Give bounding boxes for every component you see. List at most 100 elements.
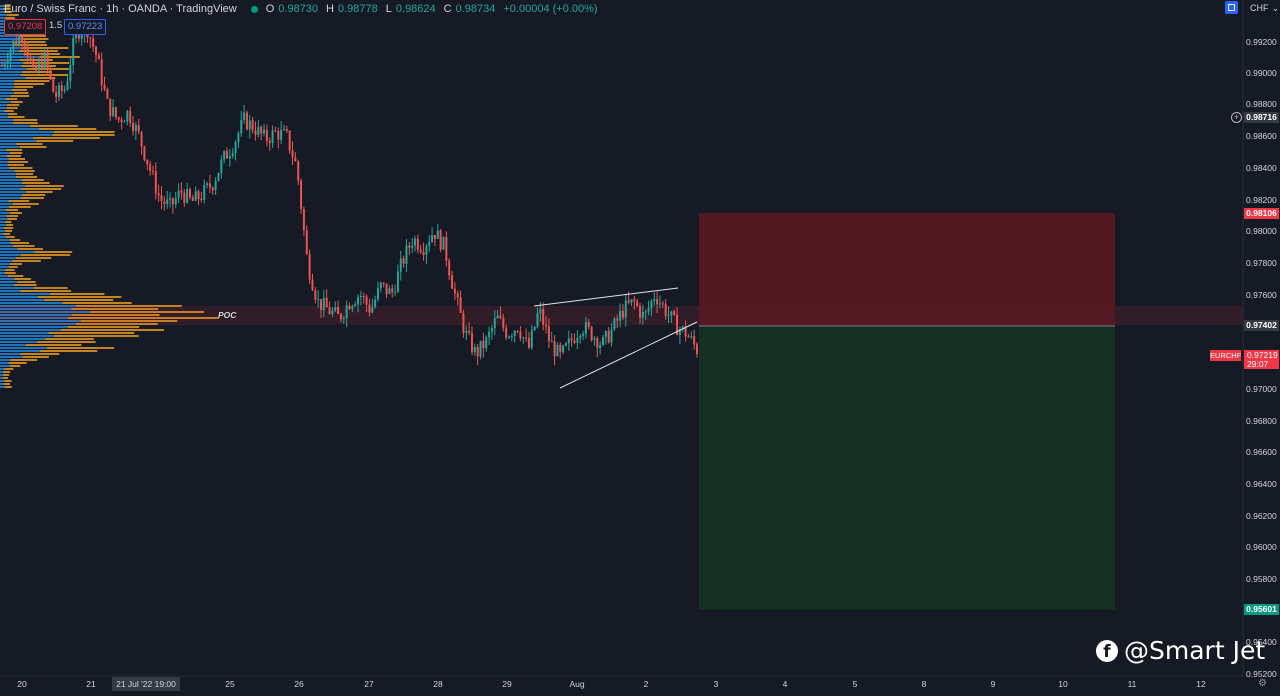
volume-profile-down-bar [7, 104, 20, 106]
volume-profile-down-bar [4, 368, 14, 370]
fullscreen-icon[interactable] [1225, 1, 1238, 14]
time-axis-label: 8 [921, 679, 927, 689]
volume-profile-down-bar [4, 11, 12, 13]
time-axis-label: 10 [1058, 679, 1068, 689]
candle-body [425, 246, 428, 255]
volume-profile-up-bar [0, 35, 20, 37]
candle-body [97, 55, 100, 60]
sell-price-button[interactable]: 0.97208 [4, 19, 47, 35]
plus-icon[interactable]: + [1231, 112, 1242, 123]
volume-profile-up-bar [0, 56, 40, 58]
candle-body [63, 89, 66, 92]
candle-body [505, 327, 508, 338]
candle-body [550, 341, 553, 343]
candle-body [422, 251, 425, 255]
volume-profile-up-bar [0, 11, 5, 13]
volume-profile-up-bar [0, 152, 11, 154]
candle-body [171, 198, 174, 205]
volume-profile-up-bar [0, 137, 33, 139]
candle-body [405, 245, 408, 264]
candle-body [294, 157, 297, 162]
volume-profile-up-bar [0, 251, 35, 253]
candle-body [587, 322, 590, 327]
volume-profile-down-bar [9, 212, 22, 214]
candle-body [593, 338, 596, 341]
wedge-upper-line[interactable] [533, 287, 679, 307]
volume-profile-down-bar [46, 347, 115, 349]
volume-profile-up-bar [0, 38, 24, 40]
candle-body [169, 198, 172, 200]
volume-profile-up-bar [0, 338, 45, 340]
candle-body [362, 296, 365, 298]
currency-select[interactable]: CHF ⌄ [1250, 2, 1279, 14]
buy-price-button[interactable]: 0.97223 [64, 19, 107, 35]
price-axis-label: 0.97600 [1246, 290, 1277, 300]
volume-profile-down-bar [76, 305, 182, 307]
candle-body [658, 303, 661, 305]
stop-loss-zone[interactable] [699, 213, 1115, 326]
volume-profile-down-bar [25, 77, 56, 79]
candle-body [616, 318, 619, 321]
volume-profile-up-bar [0, 158, 9, 160]
time-axis-label: 2 [643, 679, 649, 689]
candle-body [302, 208, 305, 231]
volume-profile-up-bar [0, 275, 8, 277]
candle-body [197, 191, 200, 200]
volume-profile-down-bar [6, 215, 19, 217]
volume-profile-down-bar [3, 8, 11, 10]
low-value: 0.98624 [395, 3, 436, 15]
volume-profile-up-bar [0, 380, 5, 382]
candle-body [476, 346, 479, 357]
volume-profile-up-bar [0, 374, 4, 376]
candle-body [385, 283, 388, 294]
candle-body [214, 180, 217, 191]
volume-profile-down-bar [5, 17, 15, 19]
volume-profile-up-bar [0, 197, 21, 199]
volume-profile-up-bar [0, 167, 10, 169]
candle-body [280, 129, 283, 140]
candle-body [38, 61, 41, 71]
take-profit-zone[interactable] [699, 326, 1115, 610]
volume-profile-up-bar [0, 302, 63, 304]
candle-body [513, 330, 516, 337]
volume-profile-down-bar [10, 242, 30, 244]
volume-profile-up-bar [0, 278, 15, 280]
volume-profile-down-bar [20, 197, 44, 199]
candle-body [499, 315, 502, 319]
volume-profile-up-bar [0, 293, 51, 295]
gear-icon[interactable]: ⚙ [1258, 678, 1267, 689]
volume-profile-down-bar [8, 362, 27, 364]
time-axis-label: 28 [433, 679, 443, 689]
candle-body [15, 40, 18, 45]
volume-profile-up-bar [0, 284, 15, 286]
candle-body [382, 282, 385, 284]
volume-profile-down-bar [5, 269, 15, 271]
volume-profile-down-bar [10, 95, 30, 97]
time-axis-label: 9 [990, 679, 996, 689]
candle-body [485, 337, 488, 349]
candle-body [536, 313, 539, 327]
volume-profile-down-bar [39, 350, 98, 352]
candle-body [314, 290, 317, 300]
candle-body [391, 288, 394, 293]
symbol-title[interactable]: Euro / Swiss Franc · 1h · OANDA · Tradin… [4, 3, 237, 15]
volume-profile-down-bar [10, 101, 23, 103]
volume-profile-down-bar [44, 299, 114, 301]
candle-body [149, 164, 152, 171]
candle-body [206, 183, 209, 186]
volume-profile-down-bar [34, 251, 73, 253]
volume-profile-up-bar [0, 173, 16, 175]
candle-body [100, 59, 103, 85]
volume-profile-up-bar [0, 254, 21, 256]
price-axis-label: 0.97000 [1246, 384, 1277, 394]
candle-body [584, 322, 587, 334]
volume-profile-up-bar [0, 95, 11, 97]
candle-body [371, 306, 374, 313]
price-axis-label: 0.98000 [1246, 226, 1277, 236]
volume-profile-down-bar [3, 383, 10, 385]
candle-body [132, 123, 135, 132]
candle-body [624, 300, 627, 318]
wedge-lower-line[interactable] [559, 321, 698, 389]
low-label: L [385, 3, 392, 15]
